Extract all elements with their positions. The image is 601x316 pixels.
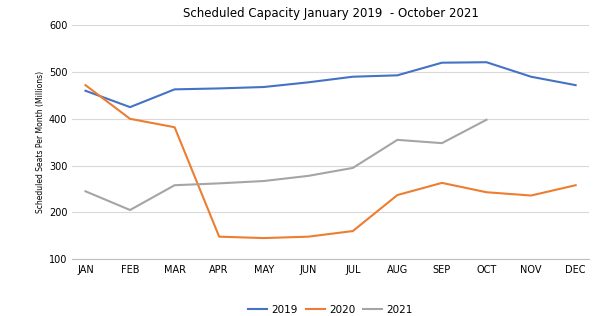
2020 — [171, 125, 178, 129]
2020 — [126, 117, 133, 121]
Line: 2020: 2020 — [85, 85, 576, 238]
2020 — [305, 235, 312, 239]
Legend: 2019, 2020, 2021: 2019, 2020, 2021 — [244, 301, 417, 316]
2020 — [528, 194, 535, 198]
2019 — [260, 85, 267, 89]
2020 — [438, 181, 445, 185]
2020 — [394, 193, 401, 197]
2021 — [260, 179, 267, 183]
2020 — [483, 190, 490, 194]
2021 — [82, 189, 89, 193]
2019 — [126, 105, 133, 109]
2019 — [216, 87, 223, 90]
2020 — [216, 235, 223, 239]
2019 — [171, 88, 178, 91]
2021 — [483, 118, 490, 122]
2019 — [305, 81, 312, 84]
Title: Scheduled Capacity January 2019  - October 2021: Scheduled Capacity January 2019 - Octobe… — [183, 7, 478, 20]
2021 — [305, 174, 312, 178]
2021 — [216, 181, 223, 185]
Line: 2019: 2019 — [85, 62, 576, 107]
2020 — [349, 229, 356, 233]
2021 — [171, 183, 178, 187]
2019 — [528, 75, 535, 79]
2019 — [394, 73, 401, 77]
Y-axis label: Scheduled Seats Per Month (Millions): Scheduled Seats Per Month (Millions) — [35, 71, 44, 213]
2019 — [438, 61, 445, 64]
2019 — [572, 83, 579, 87]
2021 — [126, 208, 133, 212]
2020 — [260, 236, 267, 240]
2021 — [438, 141, 445, 145]
2019 — [483, 60, 490, 64]
Line: 2021: 2021 — [85, 120, 486, 210]
2020 — [82, 83, 89, 87]
2021 — [349, 166, 356, 170]
2019 — [349, 75, 356, 79]
2019 — [82, 89, 89, 93]
2021 — [394, 138, 401, 142]
2020 — [572, 183, 579, 187]
